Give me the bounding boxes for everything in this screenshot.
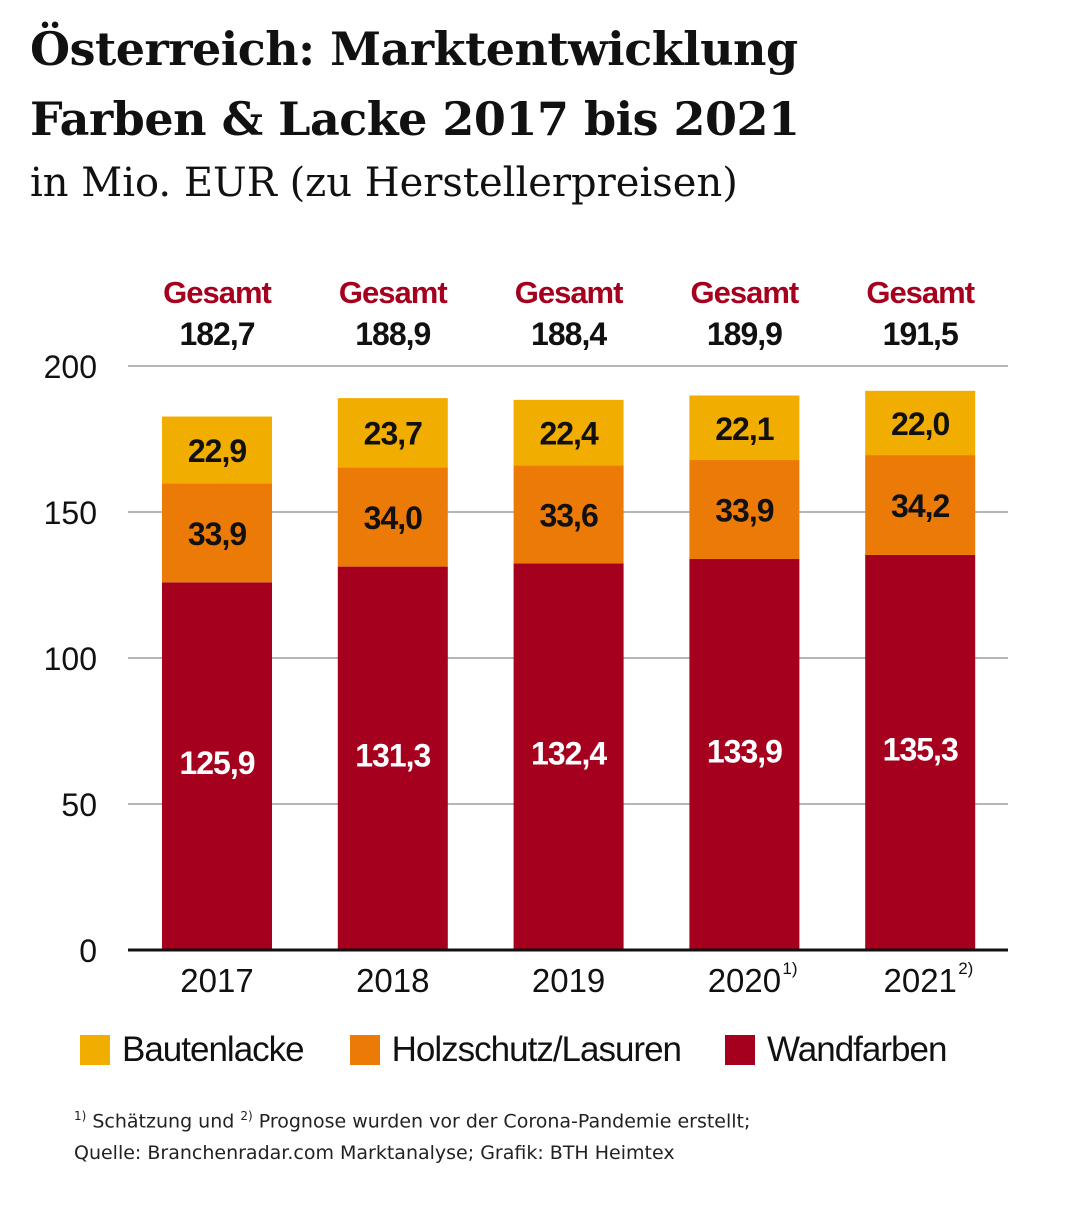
legend-swatch-bautenlacke: [80, 1035, 110, 1065]
footnote: 1) Schätzung und 2) Prognose wurden vor …: [74, 1100, 750, 1169]
x-tick-superscript: 2): [958, 959, 973, 978]
data-label: 22,9: [188, 433, 246, 469]
bar-segment: [513, 563, 624, 950]
data-label: 132,4: [531, 736, 607, 772]
data-label: 33,9: [715, 493, 773, 529]
data-label: 34,0: [364, 500, 422, 536]
x-tick-label: 2017: [180, 962, 253, 999]
total-value: 188,4: [531, 316, 607, 352]
footnote-mark-1: 1): [74, 1109, 87, 1123]
x-tick-label: 2019: [532, 962, 605, 999]
bar-segment: [513, 399, 624, 466]
total-value: 189,9: [707, 316, 782, 352]
total-value: 191,5: [883, 316, 958, 352]
legend-swatch-wandfarben: [725, 1035, 756, 1065]
bar-segment: [689, 559, 800, 950]
legend-label: Wandfarben: [767, 1030, 947, 1069]
bar-segment: [162, 582, 272, 950]
total-value: 188,9: [355, 316, 430, 352]
bar-segment: [337, 398, 448, 468]
x-tick-label: 2018: [356, 962, 429, 999]
bar-segment: [513, 465, 624, 564]
footnote-text: Schätzung und: [86, 1110, 241, 1133]
chart-title: Österreich: Marktentwicklung Farben & Lac…: [30, 14, 800, 154]
data-label: 135,3: [883, 731, 958, 767]
bar-segment: [865, 390, 976, 456]
footnote-line-1: 1) Schätzung und 2) Prognose wurden vor …: [74, 1100, 750, 1137]
total-heading: Gesamt: [515, 275, 623, 310]
total-value: 182,7: [179, 316, 254, 352]
data-label: 23,7: [364, 416, 422, 452]
title-line-1: Österreich: Marktentwicklung: [30, 22, 798, 76]
legend-label: Bautenlacke: [122, 1030, 305, 1069]
data-label: 133,9: [707, 734, 782, 770]
x-tick-label: 2020: [708, 962, 781, 999]
data-label: 22,0: [891, 406, 949, 442]
data-label: 125,9: [179, 745, 254, 781]
bar-segment: [162, 416, 272, 484]
x-tick-label: 2021: [883, 962, 956, 999]
bar-segment: [337, 566, 448, 950]
bar-segment: [689, 460, 800, 560]
legend: Bautenlacke Holzschutz/Lasuren Wandfarbe…: [80, 1030, 990, 1070]
data-label: 131,3: [355, 737, 430, 773]
legend-swatch-holzschutz: [349, 1035, 380, 1065]
stacked-bar-chart: 0 50 100 150 200 125,9 33,9 22,9 Gesamt 182,7 2017…: [44, 275, 1008, 999]
data-label: 33,6: [539, 497, 597, 533]
total-heading: Gesamt: [866, 275, 974, 310]
bar-segment: [337, 467, 448, 567]
footnote-mark-2: 2): [240, 1109, 253, 1123]
y-tick-label: 0: [79, 933, 97, 969]
y-tick-label: 200: [44, 349, 97, 385]
data-label: 22,1: [715, 411, 773, 447]
legend-item-holzschutz: Holzschutz/Lasuren: [349, 1030, 682, 1070]
title-line-2: Farben & Lacke 2017 bis 2021: [30, 92, 800, 146]
data-label: 22,4: [539, 416, 598, 452]
bar-segment: [865, 554, 976, 950]
total-heading: Gesamt: [163, 275, 271, 310]
y-tick-label: 50: [61, 787, 97, 823]
data-label: 33,9: [188, 516, 246, 552]
x-tick-superscript: 1): [782, 959, 797, 978]
data-label: 34,2: [891, 488, 949, 524]
y-tick-label: 150: [44, 495, 97, 531]
legend-label: Holzschutz/Lasuren: [391, 1030, 682, 1069]
footnote-text: Prognose wurden vor der Corona-Pandemie …: [252, 1110, 751, 1133]
legend-item-wandfarben: Wandfarben: [725, 1030, 947, 1070]
total-heading: Gesamt: [339, 275, 447, 310]
bar-segment: [865, 455, 976, 555]
total-heading: Gesamt: [691, 275, 799, 310]
legend-item-bautenlacke: Bautenlacke: [80, 1030, 305, 1070]
y-tick-label: 100: [44, 641, 97, 677]
bar-segment: [162, 483, 272, 583]
footnote-line-2: Quelle: Branchenradar.com Marktanalyse; …: [74, 1142, 675, 1165]
chart-subtitle: in Mio. EUR (zu Herstellerpreisen): [30, 160, 738, 206]
bar-segment: [689, 395, 800, 461]
